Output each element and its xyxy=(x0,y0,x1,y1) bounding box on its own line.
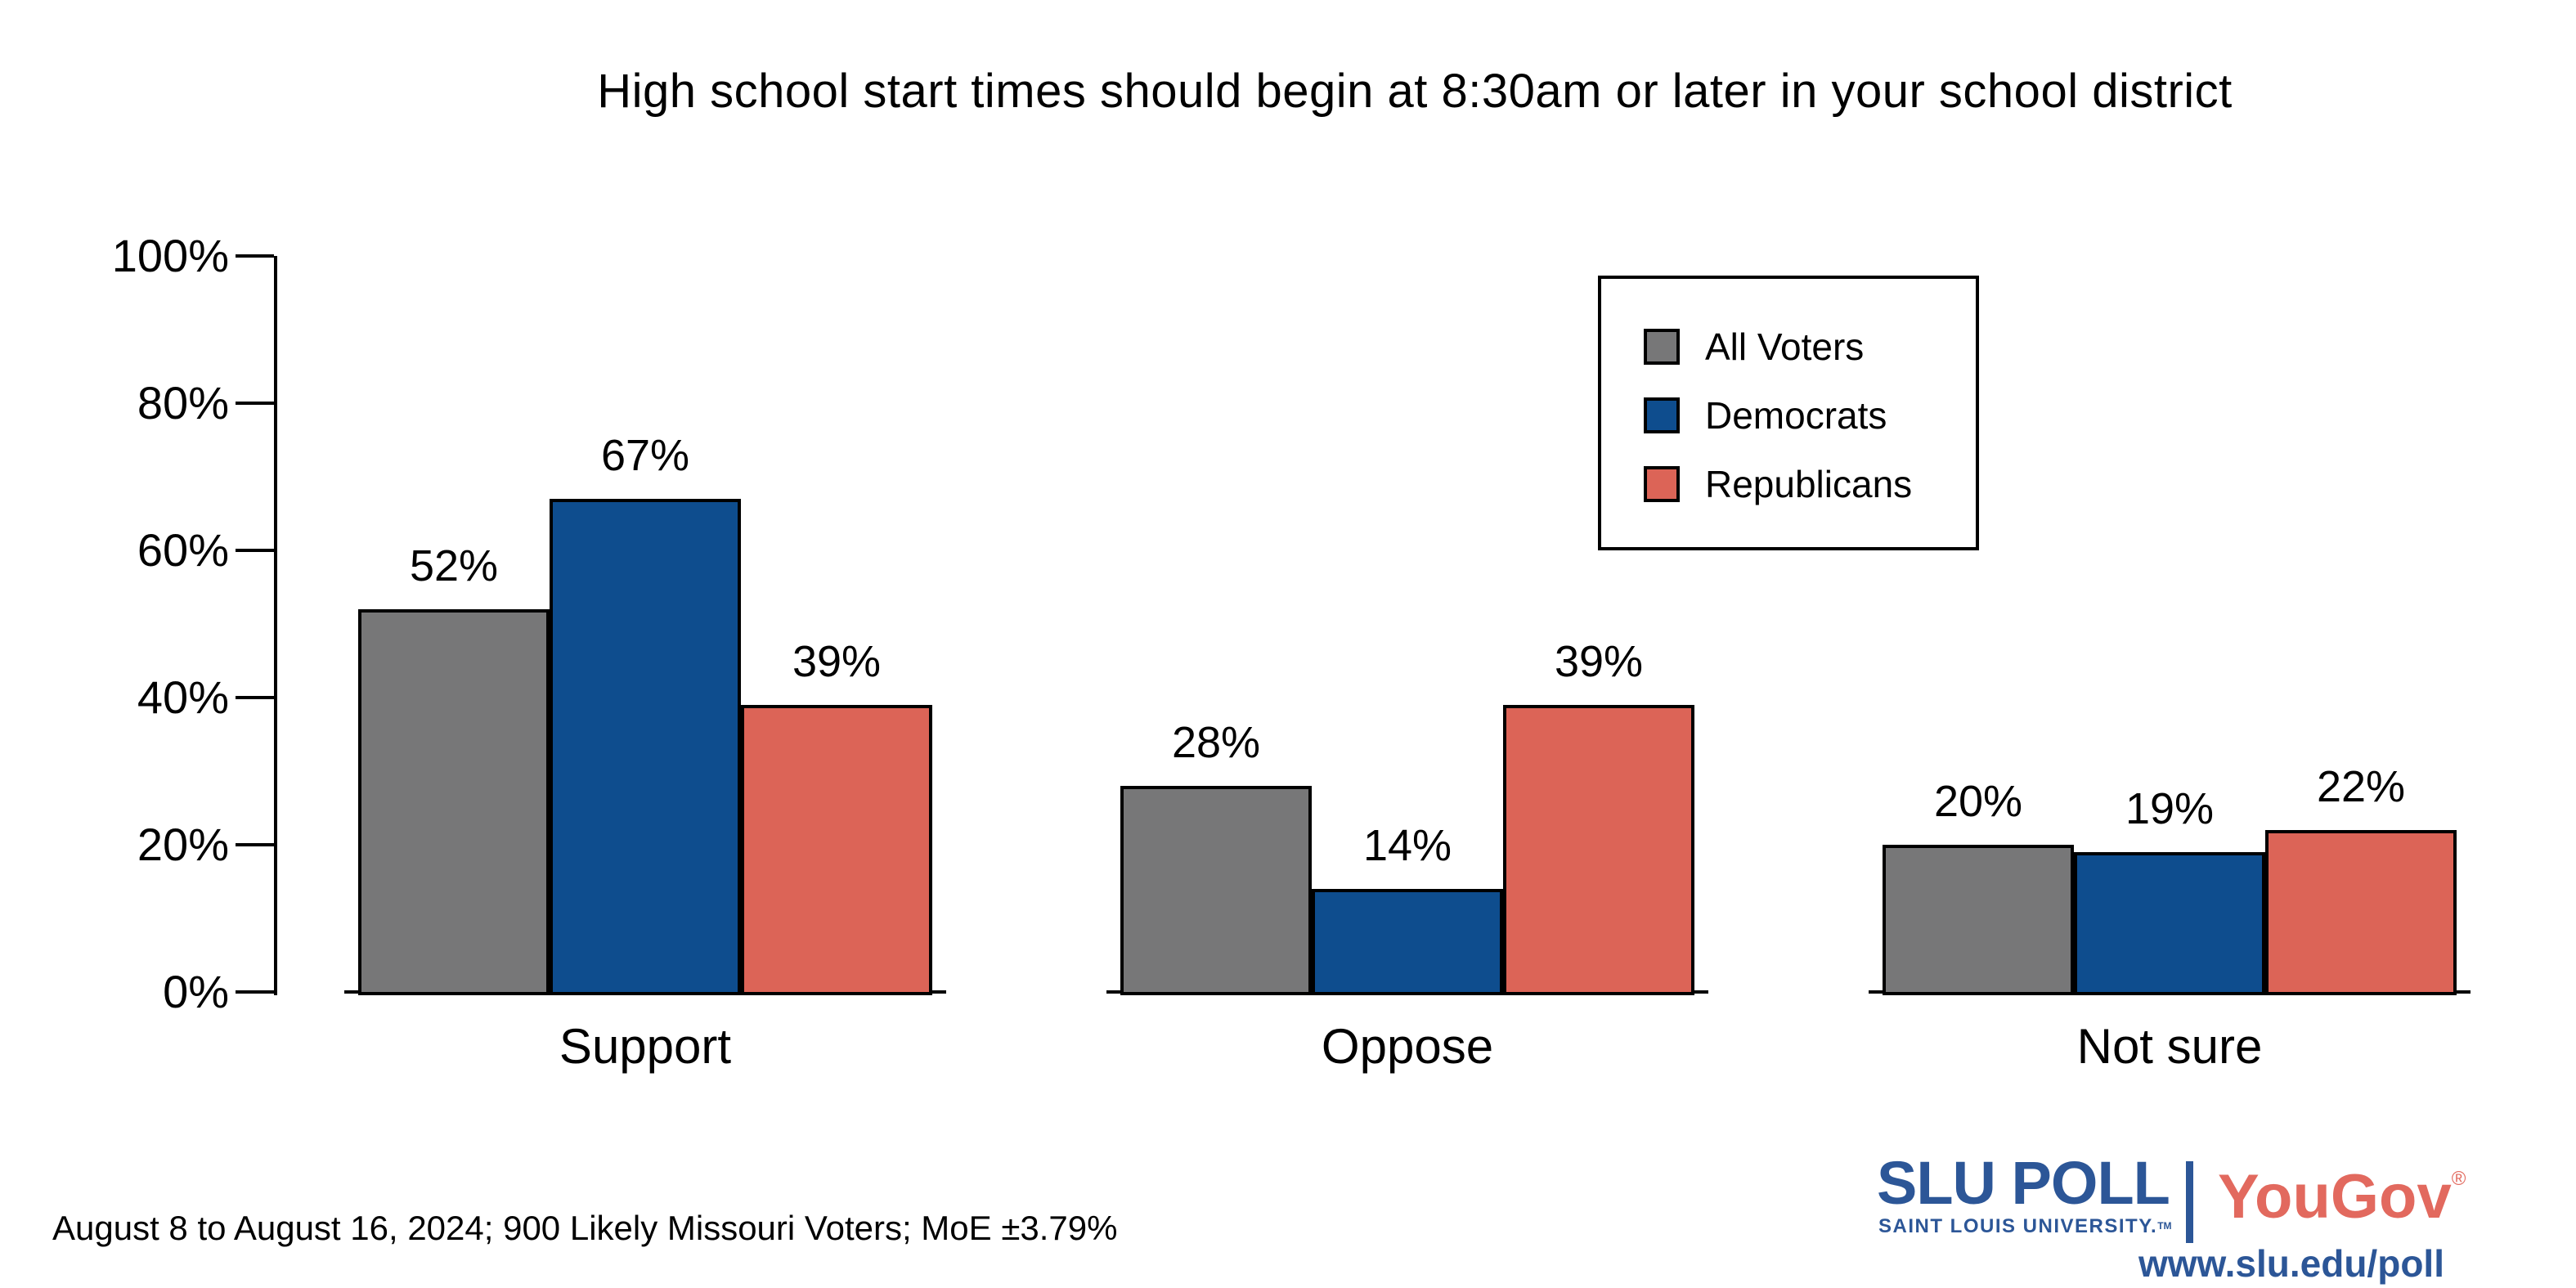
y-axis-tick xyxy=(236,990,274,994)
y-axis-tick-label: 100% xyxy=(111,230,229,281)
bar-value-label: 19% xyxy=(2125,784,2215,833)
bar-value-label: 28% xyxy=(1171,718,1261,767)
bar-value-label: 22% xyxy=(2316,762,2406,811)
category-label-oppose: Oppose xyxy=(1321,1019,1494,1074)
bar-oppose-democrats xyxy=(1312,889,1503,995)
bar-value-label: 20% xyxy=(1933,777,2023,826)
chart-title: High school start times should begin at … xyxy=(597,65,2233,118)
slu-poll-logo: SLU POLL xyxy=(1877,1148,2170,1218)
legend-row-all-voters: All Voters xyxy=(1601,312,1976,381)
legend-label-democrats: Democrats xyxy=(1705,394,1887,437)
y-axis-tick-label: 40% xyxy=(137,671,229,723)
y-axis-tick-label: 20% xyxy=(137,819,229,870)
y-axis-tick-label: 0% xyxy=(163,966,229,1017)
legend-label-all-voters: All Voters xyxy=(1705,325,1865,368)
slu-poll-url: www.slu.edu/poll xyxy=(2138,1242,2444,1285)
legend: All Voters Democrats Republicans xyxy=(1598,276,1979,550)
bar-support-republicans xyxy=(741,705,932,995)
yougov-logo-text: YouGov xyxy=(2218,1162,2452,1232)
category-label-support: Support xyxy=(559,1019,732,1074)
yougov-logo: YouGov® xyxy=(2218,1161,2466,1232)
legend-swatch-republicans xyxy=(1644,466,1680,502)
logo-divider xyxy=(2186,1161,2193,1243)
bar-oppose-republicans xyxy=(1503,705,1694,995)
slu-poll-logo-text: SLU POLL xyxy=(1877,1149,2170,1217)
bar-not-sure-democrats xyxy=(2074,852,2265,995)
bar-support-all-voters xyxy=(358,609,550,995)
legend-row-republicans: Republicans xyxy=(1601,450,1976,518)
y-axis-tick xyxy=(236,843,274,846)
bar-not-sure-all-voters xyxy=(1883,845,2074,995)
legend-row-democrats: Democrats xyxy=(1601,381,1976,450)
legend-label-republicans: Republicans xyxy=(1705,463,1913,505)
y-axis-tick xyxy=(236,549,274,552)
category-label-not-sure: Not sure xyxy=(2076,1019,2263,1074)
bar-value-label: 39% xyxy=(792,637,882,686)
slu-university-text: SAINT LOUIS UNIVERSITY.TM xyxy=(1878,1215,2172,1237)
bar-value-label: 14% xyxy=(1362,821,1452,870)
bar-not-sure-republicans xyxy=(2265,830,2457,995)
bar-support-democrats xyxy=(550,499,741,995)
y-axis-line xyxy=(274,256,277,995)
y-axis-tick-label: 60% xyxy=(137,524,229,576)
bar-oppose-all-voters xyxy=(1120,786,1312,995)
y-axis-tick xyxy=(236,696,274,699)
registered-symbol: ® xyxy=(2451,1168,2466,1190)
legend-swatch-all-voters xyxy=(1644,329,1680,365)
legend-swatch-democrats xyxy=(1644,397,1680,433)
trademark-symbol: TM xyxy=(2157,1220,2172,1232)
bar-value-label: 39% xyxy=(1554,637,1644,686)
y-axis-tick xyxy=(236,402,274,405)
bar-value-label: 67% xyxy=(600,431,690,480)
y-axis-tick-label: 80% xyxy=(137,377,229,429)
bar-value-label: 52% xyxy=(409,541,499,590)
y-axis-tick xyxy=(236,254,274,258)
methodology-note: August 8 to August 16, 2024; 900 Likely … xyxy=(52,1209,1118,1247)
